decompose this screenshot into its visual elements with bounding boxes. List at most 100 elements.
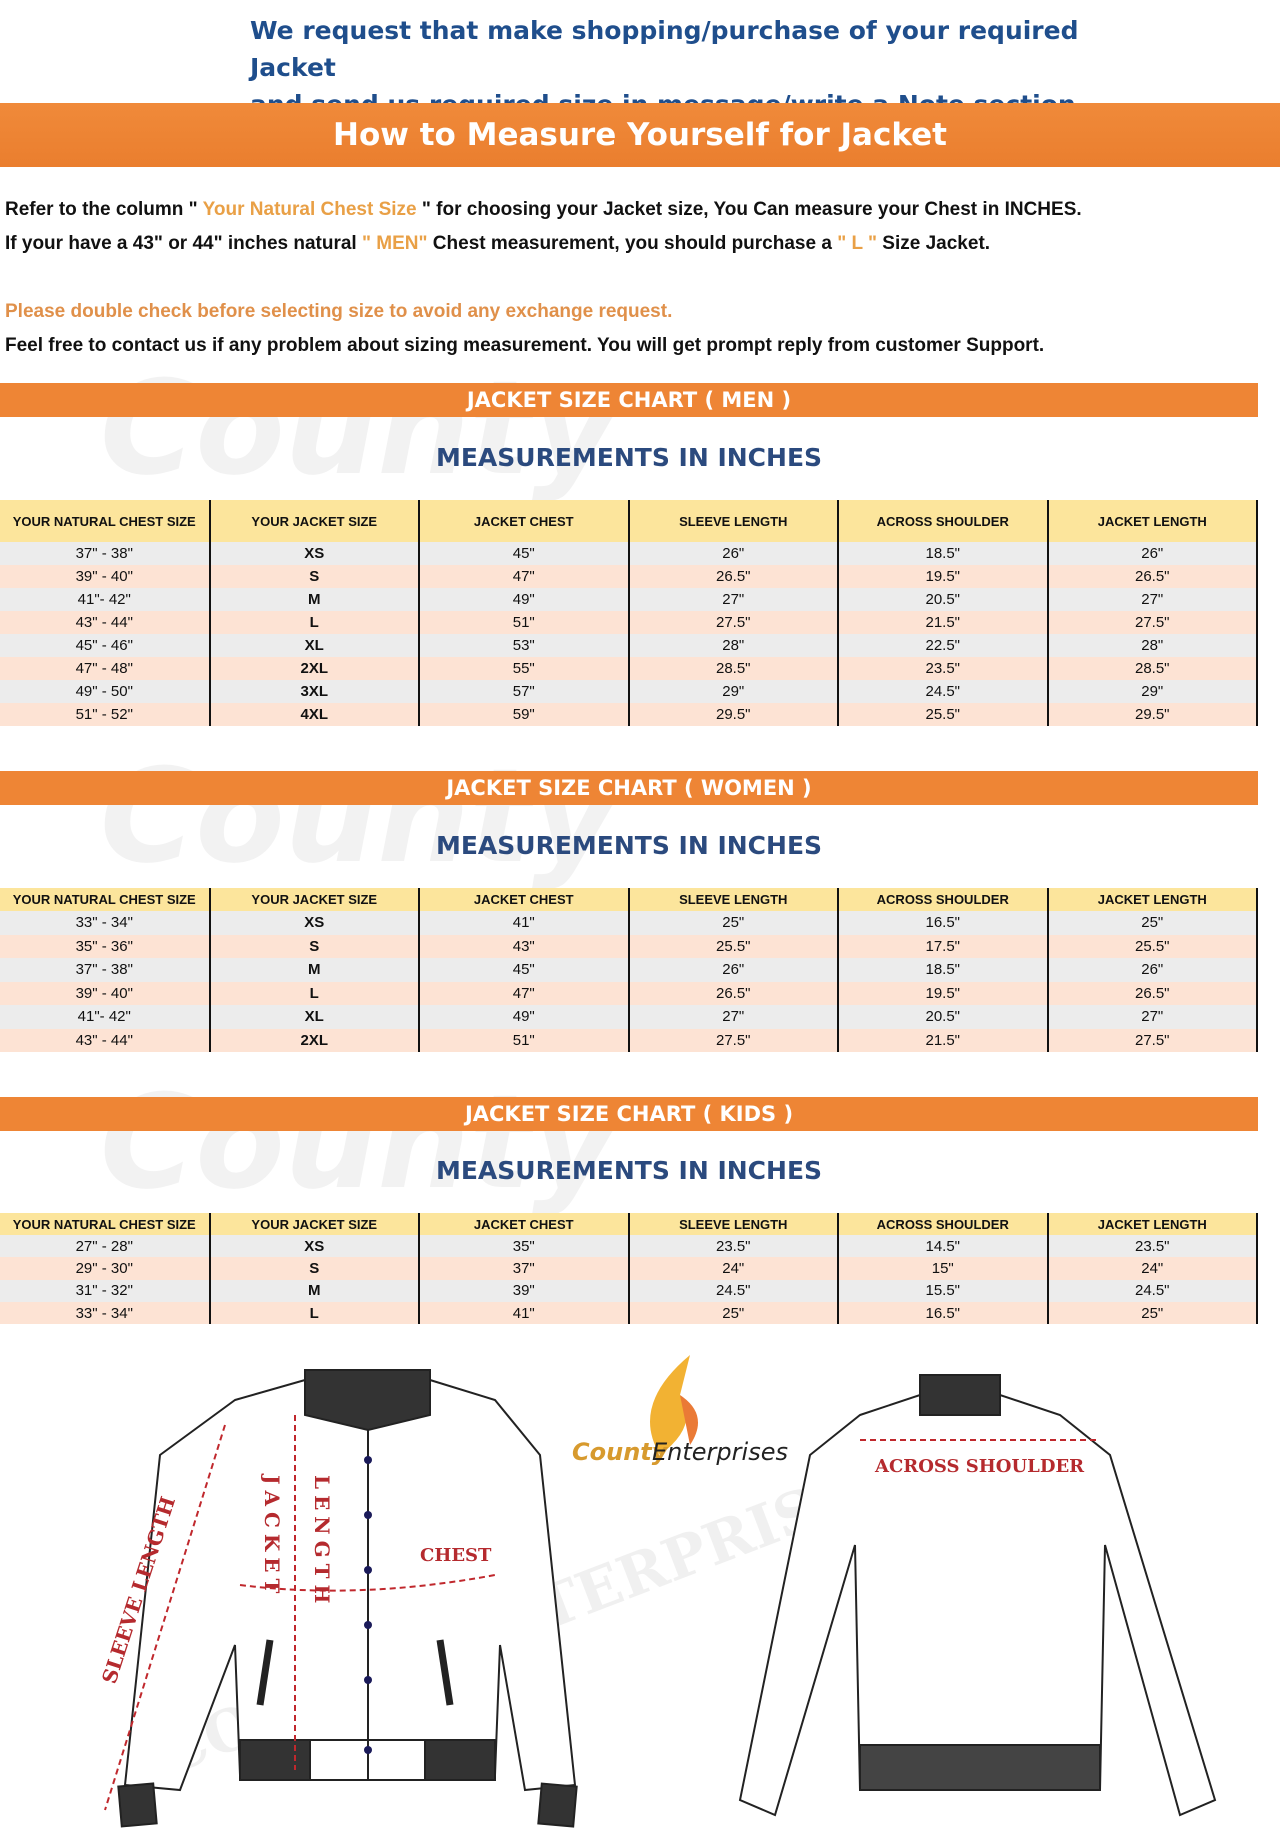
table-cell: 25.5" xyxy=(628,934,839,958)
table-cell: 29" - 30" xyxy=(0,1257,211,1280)
table-cell: 49" - 50" xyxy=(0,680,211,703)
table-row: 31" - 32" M 39" 24.5" 15.5" 24.5" xyxy=(0,1279,1258,1302)
column-header: ACROSS SHOULDER xyxy=(838,500,1049,542)
table-cell: 23.5" xyxy=(838,657,1049,680)
table-cell: 47" - 48" xyxy=(0,657,211,680)
table-row: 41"- 42" M 49" 27" 20.5" 27" xyxy=(0,588,1258,611)
column-header: SLEEVE LENGTH xyxy=(628,888,839,911)
table-cell: 35" xyxy=(419,1235,630,1258)
table-cell: 27.5" xyxy=(1047,1028,1258,1052)
warning-text: Please double check before selecting siz… xyxy=(5,301,673,322)
table-cell: 27.5" xyxy=(628,611,839,634)
table-row: 35" - 36" S 43" 25.5" 17.5" 25.5" xyxy=(0,934,1258,958)
table-cell: 26" xyxy=(628,958,839,982)
table-cell: 41"- 42" xyxy=(0,588,211,611)
table-cell: 33" - 34" xyxy=(0,911,211,935)
table-row: 43" - 44" 2XL 51" 27.5" 21.5" 27.5" xyxy=(0,1028,1258,1052)
table-cell: 27.5" xyxy=(1047,611,1258,634)
table-cell: 53" xyxy=(419,634,630,657)
table-cell: 14.5" xyxy=(838,1235,1049,1258)
table-cell: 47" xyxy=(419,981,630,1005)
table-cell: 49" xyxy=(419,1005,630,1029)
column-header: JACKET LENGTH xyxy=(1047,1213,1258,1235)
page-title: How to Measure Yourself for Jacket xyxy=(0,103,1280,167)
size-chart-kids: YOUR NATURAL CHEST SIZE YOUR JACKET SIZE J… xyxy=(0,1213,1258,1325)
table-cell: 26.5" xyxy=(628,981,839,1005)
table-cell: 37" xyxy=(419,1257,630,1280)
table-cell: 26" xyxy=(1047,958,1258,982)
jacket-measurement-diagram: COUNTY ENTERPRISES SLEEVE LENGTH JACKET … xyxy=(97,1355,1217,1828)
table-cell: 55" xyxy=(419,657,630,680)
length-label: LENGTH xyxy=(310,1475,334,1609)
table-row: 45" - 46" XL 53" 28" 22.5" 28" xyxy=(0,634,1258,657)
table-cell: S xyxy=(209,934,420,958)
size-chart-women: YOUR NATURAL CHEST SIZE YOUR JACKET SIZE J… xyxy=(0,888,1258,1052)
size-chart-women-title: JACKET SIZE CHART ( WOMEN ) xyxy=(0,771,1258,805)
table-cell: 24.5" xyxy=(1047,1279,1258,1302)
units-heading: MEASUREMENTS IN INCHES xyxy=(435,831,823,860)
table-cell: 49" xyxy=(419,588,630,611)
size-chart-men: YOUR NATURAL CHEST SIZE YOUR JACKET SIZE J… xyxy=(0,500,1258,726)
table-cell: 25" xyxy=(628,911,839,935)
table-cell: 26.5" xyxy=(1047,565,1258,588)
svg-text:Enterprises: Enterprises xyxy=(652,1438,788,1466)
table-cell: 57" xyxy=(419,680,630,703)
column-header: YOUR JACKET SIZE xyxy=(209,888,420,911)
jacket-label: JACKET xyxy=(260,1473,284,1599)
table-cell: 18.5" xyxy=(838,542,1049,565)
across-shoulder-label: ACROSS SHOULDER xyxy=(874,1456,1085,1477)
table-row: 37" - 38" M 45" 26" 18.5" 26" xyxy=(0,958,1258,982)
table-cell: 43" xyxy=(419,934,630,958)
table-cell: S xyxy=(209,565,420,588)
column-header: YOUR JACKET SIZE xyxy=(209,500,420,542)
table-cell: XL xyxy=(209,634,420,657)
column-header: JACKET CHEST xyxy=(419,500,630,542)
table-cell: 29" xyxy=(628,680,839,703)
table-cell: 26" xyxy=(628,542,839,565)
back-jacket xyxy=(738,1374,1217,1817)
table-cell: 23.5" xyxy=(1047,1235,1258,1258)
table-row: 37" - 38" XS 45" 26" 18.5" 26" xyxy=(0,542,1258,565)
table-cell: 2XL xyxy=(209,1028,420,1052)
column-header: YOUR NATURAL CHEST SIZE xyxy=(0,500,211,542)
table-row: 33" - 34" L 41" 25" 16.5" 25" xyxy=(0,1301,1258,1325)
table-cell: 15" xyxy=(838,1257,1049,1280)
table-cell: 27" xyxy=(628,588,839,611)
table-cell: 28.5" xyxy=(628,657,839,680)
table-cell: 31" - 32" xyxy=(0,1279,211,1302)
table-cell: XS xyxy=(209,911,420,935)
table-cell: 45" xyxy=(419,958,630,982)
column-header: JACKET LENGTH xyxy=(1047,500,1258,542)
table-cell: M xyxy=(209,958,420,982)
table-row: 41"- 42" XL 49" 27" 20.5" 27" xyxy=(0,1005,1258,1029)
table-cell: 23.5" xyxy=(628,1235,839,1258)
table-cell: 39" - 40" xyxy=(0,981,211,1005)
column-header: YOUR JACKET SIZE xyxy=(209,1213,420,1235)
table-cell: XS xyxy=(209,1235,420,1258)
table-cell: 59" xyxy=(419,703,630,726)
table-cell: 18.5" xyxy=(838,958,1049,982)
table-cell: 19.5" xyxy=(838,981,1049,1005)
table-cell: XL xyxy=(209,1005,420,1029)
column-header: JACKET LENGTH xyxy=(1047,888,1258,911)
table-cell: 26.5" xyxy=(628,565,839,588)
table-cell: 51" xyxy=(419,611,630,634)
table-cell: 43" - 44" xyxy=(0,1028,211,1052)
column-header: JACKET CHEST xyxy=(419,888,630,911)
table-cell: 4XL xyxy=(209,703,420,726)
table-cell: 28" xyxy=(1047,634,1258,657)
table-cell: 24" xyxy=(1047,1257,1258,1280)
table-cell: 21.5" xyxy=(838,611,1049,634)
size-chart-men-title: JACKET SIZE CHART ( MEN ) xyxy=(0,383,1258,417)
table-cell: 27" xyxy=(628,1005,839,1029)
table-row: 39" - 40" L 47" 26.5" 19.5" 26.5" xyxy=(0,981,1258,1005)
intro-line-1: Refer to the column " Your Natural Chest… xyxy=(5,199,1082,220)
table-cell: 26" xyxy=(1047,542,1258,565)
column-header: YOUR NATURAL CHEST SIZE xyxy=(0,1213,211,1235)
table-cell: 27" xyxy=(1047,1005,1258,1029)
table-cell: 39" - 40" xyxy=(0,565,211,588)
table-row: 51" - 52" 4XL 59" 29.5" 25.5" 29.5" xyxy=(0,703,1258,726)
table-cell: 41"- 42" xyxy=(0,1005,211,1029)
table-cell: M xyxy=(209,588,420,611)
measure-arrows xyxy=(104,1415,496,1811)
